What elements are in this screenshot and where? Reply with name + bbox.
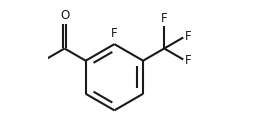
Text: F: F (185, 54, 192, 67)
Text: O: O (60, 9, 69, 22)
Text: F: F (185, 30, 192, 43)
Text: F: F (161, 12, 168, 25)
Text: F: F (111, 27, 118, 40)
